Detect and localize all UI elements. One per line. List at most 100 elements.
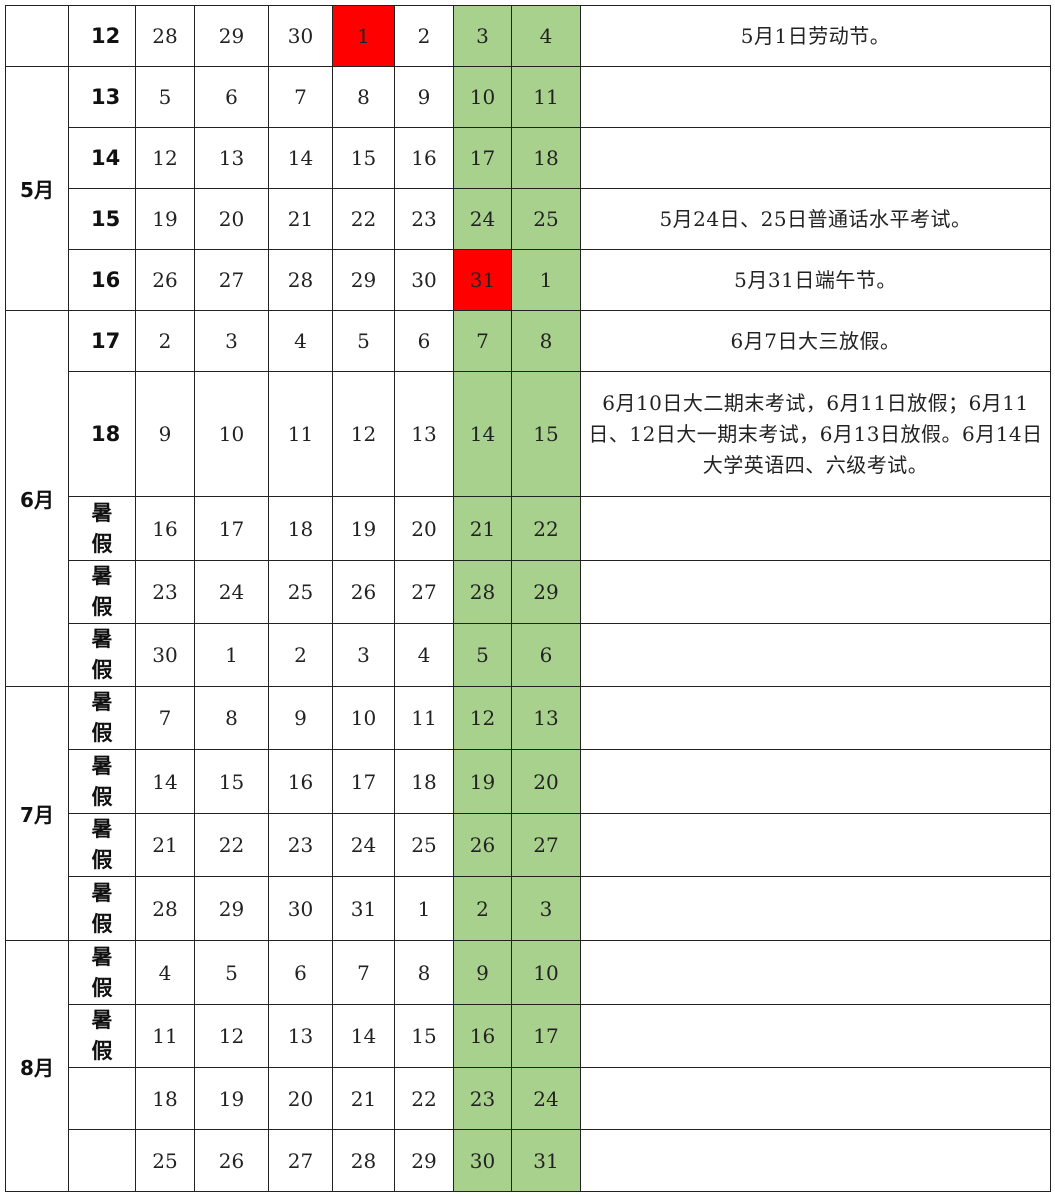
week-cell: 暑假	[68, 560, 136, 624]
day-cell: 23	[135, 560, 195, 624]
day-cell: 2	[394, 5, 454, 67]
day-cell: 4	[268, 310, 333, 372]
note-cell: 5月31日端午节。	[580, 249, 1051, 311]
week-cell: 暑假	[68, 496, 136, 561]
day-cell: 30	[268, 876, 333, 941]
day-cell: 13	[394, 371, 454, 497]
week-label: 16	[91, 267, 121, 292]
day-cell: 13	[194, 127, 269, 189]
day-cell: 23	[394, 188, 454, 250]
weekend-day-cell: 12	[453, 686, 512, 750]
weekend-day-cell: 17	[453, 127, 512, 189]
weekend-day-cell: 1	[511, 249, 581, 311]
day-cell: 17	[194, 496, 269, 561]
day-cell: 9	[135, 371, 195, 497]
day-cell: 16	[394, 127, 454, 189]
note-cell	[580, 686, 1051, 750]
table-row: 12 28 29 30 1 2 3 4 5月1日劳动节。	[5, 5, 1051, 67]
weekend-day-cell: 10	[511, 940, 581, 1005]
weekend-day-cell: 21	[453, 496, 512, 561]
week-label: 13	[91, 84, 121, 109]
week-cell: 暑假	[68, 1004, 136, 1068]
weekend-day-cell: 4	[511, 5, 581, 67]
day-cell: 1	[194, 623, 269, 687]
day-cell: 22	[332, 188, 395, 250]
week-label: 15	[91, 206, 121, 231]
weekend-day-cell: 7	[453, 310, 512, 372]
weekend-day-cell: 20	[511, 749, 581, 814]
weekend-day-cell: 27	[511, 813, 581, 877]
day-cell: 27	[194, 249, 269, 311]
day-cell: 14	[135, 749, 195, 814]
day-cell: 19	[332, 496, 395, 561]
day-cell: 10	[332, 686, 395, 750]
month-cell: 7月	[5, 686, 69, 941]
day-cell: 26	[135, 249, 195, 311]
week-cell: 暑假	[68, 623, 136, 687]
note-cell	[580, 1129, 1051, 1192]
day-cell: 27	[268, 1129, 333, 1192]
note-cell	[580, 876, 1051, 941]
weekend-day-cell: 5	[453, 623, 512, 687]
table-row: 18 19 20 21 22 23 24	[6, 1067, 1051, 1130]
week-cell: 17	[68, 310, 136, 372]
weekend-day-cell: 8	[511, 310, 581, 372]
day-cell: 2	[268, 623, 333, 687]
weekend-day-cell: 24	[453, 188, 512, 250]
day-cell: 26	[332, 560, 395, 624]
weekend-day-cell: 18	[511, 127, 581, 189]
day-cell: 30	[135, 623, 195, 687]
day-cell: 6	[394, 310, 454, 372]
weekend-day-cell: 6	[511, 623, 581, 687]
weekend-day-cell: 3	[453, 5, 512, 67]
week-cell: 18	[68, 371, 136, 497]
week-cell: 暑假	[68, 813, 136, 877]
week-label: 暑假	[91, 817, 113, 872]
day-cell: 21	[268, 188, 333, 250]
table-row: 7月 暑假 7 8 9 10 11 12 13	[5, 686, 1051, 941]
day-cell: 7	[135, 686, 195, 750]
week-label: 暑假	[91, 944, 113, 1000]
day-cell: 1	[332, 5, 395, 67]
weekend-day-cell: 19	[453, 749, 512, 814]
week-cell: 暑假	[68, 686, 136, 750]
table-row: 8月 暑假 4 5 6 7 8 9 10	[5, 940, 1051, 1192]
day-cell: 22	[194, 813, 269, 877]
day-cell: 19	[194, 1067, 269, 1130]
note-cell	[580, 1004, 1051, 1068]
table-row: 15 19 20 21 22 23 24 25 5月24日、25日普通话水平考试。	[6, 188, 1051, 250]
week-label: 12	[91, 23, 121, 48]
day-cell: 20	[194, 188, 269, 250]
note-cell	[580, 127, 1051, 189]
note-cell	[580, 940, 1051, 1005]
week-cell	[68, 1129, 136, 1192]
table-row: 14 12 13 14 15 16 17 18	[6, 127, 1051, 189]
day-cell: 5	[194, 940, 269, 1005]
day-cell: 21	[332, 1067, 395, 1130]
week-cell	[68, 1067, 136, 1130]
week-label: 暑假	[91, 690, 113, 745]
day-cell: 20	[394, 496, 454, 561]
day-cell: 7	[332, 940, 395, 1005]
note-cell	[580, 813, 1051, 877]
note-cell	[580, 1067, 1051, 1130]
weekend-day-cell: 23	[453, 1067, 512, 1130]
day-cell: 31	[332, 876, 395, 941]
day-cell: 11	[394, 686, 454, 750]
table-row: 暑假 14 15 16 17 18 19 20	[6, 749, 1051, 814]
day-cell: 12	[135, 127, 195, 189]
day-cell: 29	[332, 249, 395, 311]
week-cell: 16	[68, 249, 136, 311]
week-cell: 暑假	[68, 876, 136, 941]
day-cell: 6	[268, 940, 333, 1005]
day-cell: 3	[194, 310, 269, 372]
table-row: 暑假 16 17 18 19 20 21 22	[6, 496, 1051, 561]
weekend-day-cell: 11	[511, 66, 581, 128]
weekend-day-cell: 28	[453, 560, 512, 624]
note-cell: 6月10日大二期末考试，6月11日放假；6月11日、12日大一期末考试，6月13…	[580, 371, 1051, 497]
weekend-day-cell: 31	[453, 249, 512, 311]
note-cell	[580, 623, 1051, 687]
day-cell: 9	[268, 686, 333, 750]
day-cell: 6	[194, 66, 269, 128]
table-row: 25 26 27 28 29 30 31	[6, 1129, 1051, 1192]
